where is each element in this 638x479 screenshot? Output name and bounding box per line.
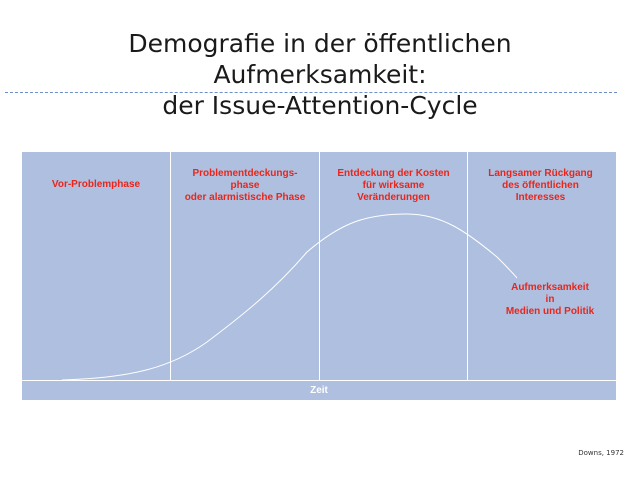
phase-separator-1 — [170, 152, 171, 380]
title-line-1: Demografie in der öffentlichen Aufmerksa… — [128, 29, 512, 89]
phase-label-gradual-decline: Langsamer Rückgang des öffentlichen Inte… — [488, 168, 593, 203]
citation: Downs, 1972 — [578, 449, 624, 457]
curve-label: Aufmerksamkeit in Medien und Politik — [505, 282, 595, 317]
title-divider — [5, 92, 617, 93]
phase-separator-2 — [319, 152, 320, 380]
attention-curve-line — [61, 213, 518, 380]
attention-cycle-diagram: Vor-Problemphase Problementdeckungs- pha… — [22, 152, 616, 400]
phase-label-pre-problem: Vor-Problemphase — [51, 179, 141, 190]
phase-separator-3 — [467, 152, 468, 380]
attention-curve — [61, 213, 518, 380]
phase-label-cost-realization: Entdeckung der Kosten für wirksame Verän… — [337, 168, 450, 203]
slide-title: Demografie in der öffentlichen Aufmerksa… — [20, 28, 620, 121]
phase-label-alarmed-discovery: Problementdeckungs- phase oder alarmisti… — [184, 168, 306, 203]
time-axis-label: Zeit — [310, 385, 328, 396]
time-axis — [22, 380, 616, 381]
title-line-2: der Issue-Attention-Cycle — [162, 91, 478, 120]
